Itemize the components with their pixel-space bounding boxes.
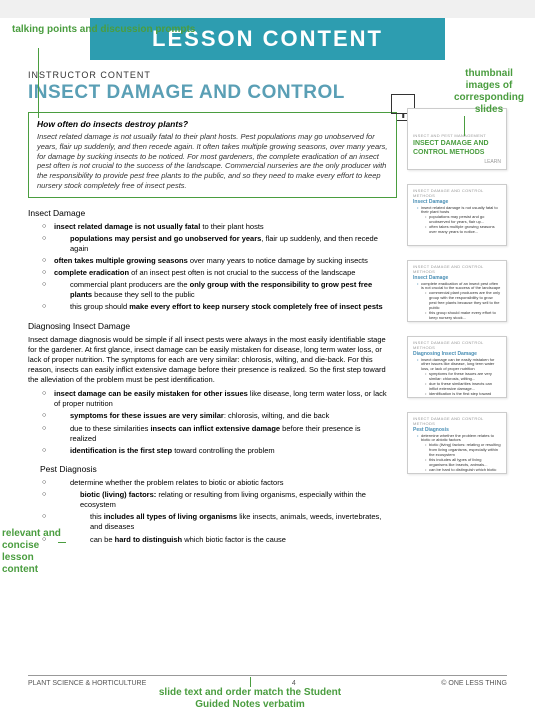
- text: toward controlling the problem: [172, 446, 275, 455]
- text: : chlorosis, wilting, and die back: [224, 411, 329, 420]
- bold: complete eradication: [54, 268, 129, 277]
- thumb-caption: INSECT DAMAGE AND CONTROL METHODS: [413, 341, 501, 351]
- text: of an insect pest often is not crucial t…: [129, 268, 355, 277]
- question-body: Insect related damage is not usually fat…: [37, 132, 388, 191]
- footer-right: © ONE LESS THING: [441, 680, 507, 687]
- list-item: commercial plant producers are the only …: [44, 280, 387, 300]
- main-heading: INSECT DAMAGE AND CONTROL: [28, 82, 507, 104]
- list-item: can be hard to distinguish which biotic …: [44, 535, 387, 545]
- thumb-learn: LEARN: [413, 159, 501, 165]
- thumb-caption: INSECT DAMAGE AND CONTROL METHODS: [413, 417, 501, 427]
- insect-damage-list: insect related damage is not usually fat…: [28, 222, 387, 313]
- annot-thumbs-line: [464, 116, 465, 136]
- annot-talking-line: [38, 48, 39, 118]
- bold: includes all types of living organisms: [104, 512, 237, 521]
- list-item: identification is the first step toward …: [44, 446, 387, 456]
- slide-thumbnail: INSECT DAMAGE AND CONTROL METHODS Insect…: [407, 260, 507, 322]
- text: determine whether the problem relates to…: [70, 478, 283, 487]
- text: to their plant hosts: [200, 222, 263, 231]
- bold: insect damage can be easily mistaken for…: [54, 389, 248, 398]
- slide-thumbnail: INSECT DAMAGE AND CONTROL METHODS Insect…: [407, 184, 507, 246]
- list-item: often takes multiple growing seasons ove…: [44, 256, 387, 266]
- question-title: How often do insects destroy plants?: [37, 119, 388, 129]
- instructor-label: INSTRUCTOR CONTENT: [28, 70, 507, 80]
- thumb-sub: Pest Diagnosis: [413, 427, 501, 433]
- thumb-sub: Insect Damage: [413, 275, 501, 281]
- bold: hard to distinguish: [115, 535, 183, 544]
- list-item: populations may persist and go unobserve…: [44, 234, 387, 254]
- list-item: insect related damage is not usually fat…: [44, 222, 387, 232]
- text: this group should: [70, 302, 129, 311]
- list-item: biotic (living) factors: relating or res…: [44, 490, 387, 510]
- bold: make every effort to keep nursery stock …: [129, 302, 382, 311]
- thumb-caption: INSECT AND PEST MANAGEMENT: [413, 134, 501, 139]
- text: which biotic factor is the cause: [182, 535, 286, 544]
- text: over many years to notice damage by suck…: [188, 256, 368, 265]
- bold: biotic (living) factors:: [80, 490, 156, 499]
- annot-talking: talking points and discussion prompts: [12, 24, 195, 36]
- list-item: insect damage can be easily mistaken for…: [44, 389, 387, 409]
- question-box: How often do insects destroy plants? Ins…: [28, 112, 397, 198]
- list-item: this includes all types of living organi…: [44, 512, 387, 532]
- annot-content: relevant and concise lesson content: [2, 528, 62, 576]
- diagnosing-list: insect damage can be easily mistaken for…: [28, 389, 387, 456]
- text: because they sell to the public: [92, 290, 195, 299]
- footer-page: 4: [292, 680, 296, 687]
- thumb-sub: Insect Damage: [413, 199, 501, 205]
- text: this: [90, 512, 104, 521]
- slide-thumbnail: INSECT AND PEST MANAGEMENT INSECT DAMAGE…: [407, 108, 507, 170]
- list-item: complete eradication of an insect pest o…: [44, 268, 387, 278]
- bold: often takes multiple growing seasons: [54, 256, 188, 265]
- slide-thumbnail: INSECT DAMAGE AND CONTROL METHODS Pest D…: [407, 412, 507, 474]
- annot-thumbs: thumbnail images of corresponding slides: [449, 68, 529, 116]
- annot-footer-line: [250, 677, 251, 687]
- list-item: symptoms for these issues are very simil…: [44, 411, 387, 421]
- thumb-caption: INSECT DAMAGE AND CONTROL METHODS: [413, 265, 501, 275]
- thumbnail-column: INSECT AND PEST MANAGEMENT INSECT DAMAGE…: [407, 108, 507, 488]
- page-footer: PLANT SCIENCE & HORTICULTURE 4 © ONE LES…: [28, 675, 507, 687]
- thumb-sub: Diagnosing Insect Damage: [413, 351, 501, 357]
- thumb-caption: INSECT DAMAGE AND CONTROL METHODS: [413, 189, 501, 199]
- list-item: determine whether the problem relates to…: [44, 478, 387, 488]
- thumb-title: INSECT DAMAGE AND CONTROL METHODS: [413, 140, 501, 157]
- slide-thumbnail: INSECT DAMAGE AND CONTROL METHODS Diagno…: [407, 336, 507, 398]
- bold: identification is the first step: [70, 446, 172, 455]
- footer-left: PLANT SCIENCE & HORTICULTURE: [28, 680, 146, 687]
- list-item: due to these similarities insects can in…: [44, 424, 387, 444]
- page: talking points and discussion prompts th…: [0, 18, 535, 717]
- list-item: this group should make every effort to k…: [44, 302, 387, 312]
- bold: insects can inflict extensive damage: [150, 424, 280, 433]
- bold: symptoms for these issues are very simil…: [70, 411, 224, 420]
- diagnosing-paragraph: Insect damage diagnosis would be simple …: [28, 335, 387, 386]
- pest-diagnosis-list: determine whether the problem relates to…: [28, 478, 387, 545]
- text: commercial plant producers are the: [70, 280, 190, 289]
- bold: insect related damage is not usually fat…: [54, 222, 200, 231]
- bold: populations may persist and go unobserve…: [70, 234, 261, 243]
- text: can be: [90, 535, 115, 544]
- annot-footer: slide text and order match the Student G…: [150, 687, 350, 711]
- text: due to these similarities: [70, 424, 150, 433]
